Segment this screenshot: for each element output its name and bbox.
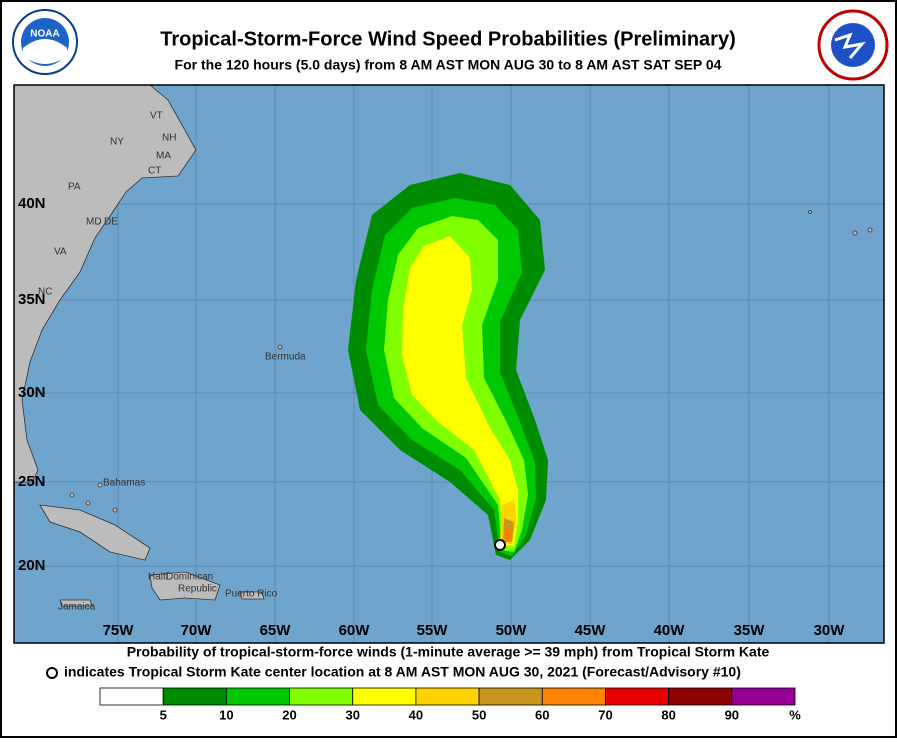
subtitle: For the 120 hours (5.0 days) from 8 AM A…	[175, 57, 722, 73]
legend-swatch	[162, 687, 227, 706]
footer-line: Probability of tropical-storm-force wind…	[127, 644, 770, 660]
legend-label: 10	[219, 707, 233, 722]
place-label: Puerto Rico	[225, 589, 278, 600]
legend-swatch	[289, 687, 354, 706]
legend-label: 80	[661, 707, 675, 722]
lon-label: 40W	[654, 622, 686, 639]
place-label: VT	[150, 111, 163, 122]
probability-swath	[348, 173, 548, 560]
legend-swatch	[478, 687, 543, 706]
center-symbol	[46, 667, 58, 679]
lon-label: 55W	[417, 622, 449, 639]
place-label: MD	[86, 217, 102, 228]
lat-label: 25N	[18, 473, 46, 490]
place-label: Bermuda	[265, 352, 306, 363]
noaa-logo: NOAA	[12, 9, 78, 75]
place-label: NH	[162, 133, 176, 144]
legend-label: 20	[282, 707, 296, 722]
nws-logo	[817, 9, 889, 81]
lat-label: 35N	[18, 291, 46, 308]
place-label: DE	[104, 217, 118, 228]
place-label: MA	[156, 151, 171, 162]
legend-label: 5	[160, 707, 167, 722]
place-label: VA	[54, 247, 67, 258]
place-label: Dominican	[166, 572, 213, 583]
lon-label: 45W	[575, 622, 607, 639]
lat-label: 30N	[18, 384, 46, 401]
legend-swatch	[605, 687, 670, 706]
legend-swatch	[99, 687, 164, 706]
place-label: Haiti	[148, 572, 168, 583]
lon-label: 60W	[339, 622, 371, 639]
place-label: NY	[110, 137, 124, 148]
legend-label: 90	[725, 707, 739, 722]
legend-label: 50	[472, 707, 486, 722]
lon-label: 35W	[734, 622, 766, 639]
lon-label: 75W	[103, 622, 135, 639]
place-label: PA	[68, 182, 81, 193]
lon-label: 30W	[814, 622, 846, 639]
legend-swatch	[352, 687, 417, 706]
place-label: Bahamas	[103, 478, 145, 489]
lon-label: 70W	[181, 622, 213, 639]
land	[14, 85, 873, 607]
place-label: Republic	[178, 584, 217, 595]
legend-label: 30	[345, 707, 359, 722]
lon-label: 50W	[496, 622, 528, 639]
place-label: Jamaica	[58, 602, 96, 613]
legend-label: 70	[598, 707, 612, 722]
storm-center	[494, 539, 506, 551]
lat-label: 40N	[18, 195, 46, 212]
map: NY VT NH MA CT PA MD DE VA NC Bermuda Bahamas HaitiD…	[14, 85, 884, 643]
title: Tropical-Storm-Force Wind Speed Probabil…	[160, 28, 736, 50]
legend-label: 40	[409, 707, 423, 722]
legend-swatch	[415, 687, 480, 706]
lon-label: 65W	[260, 622, 292, 639]
place-label: NC	[38, 287, 52, 298]
lat-label: 20N	[18, 557, 46, 574]
legend-swatch	[731, 687, 796, 706]
logo-text: NOAA	[30, 29, 59, 40]
place-label: CT	[148, 166, 161, 177]
legend-label: 60	[535, 707, 549, 722]
legend-swatch	[541, 687, 606, 706]
legend-swatch	[225, 687, 290, 706]
legend: 5 10 20 30 40 50 60 70 80 90%	[99, 687, 801, 722]
footer-line: indicates Tropical Storm Kate center loc…	[64, 664, 741, 680]
map-border	[13, 84, 885, 644]
legend-label: %	[789, 707, 801, 722]
legend-swatch	[668, 687, 733, 706]
